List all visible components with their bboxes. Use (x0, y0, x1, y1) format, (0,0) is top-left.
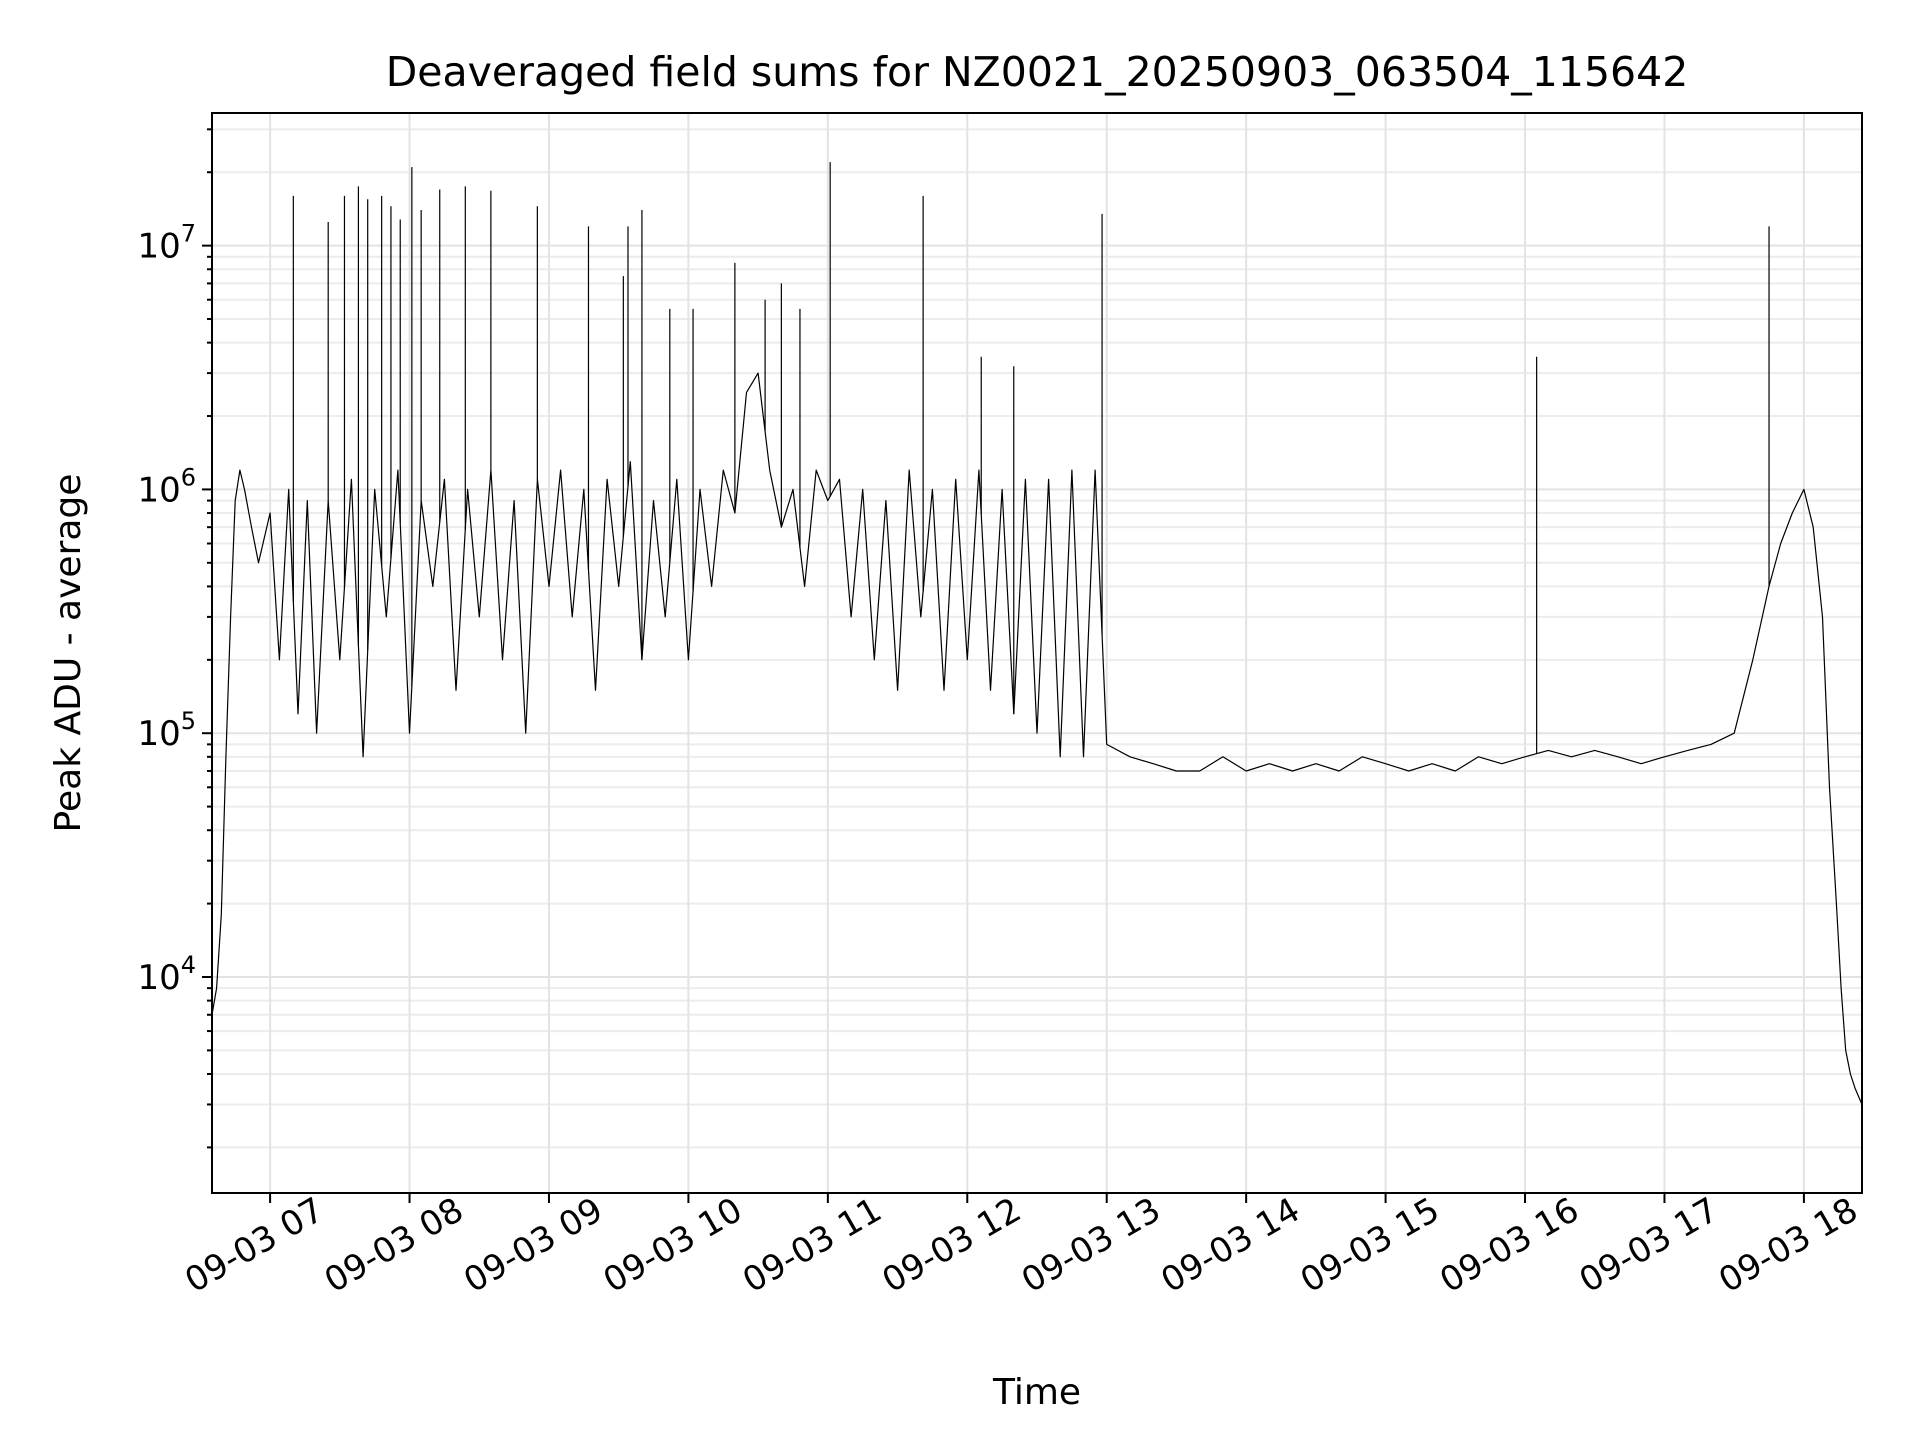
plot-frame (211, 112, 1863, 1194)
x-axis-label: Time (992, 1372, 1081, 1413)
series-layer (211, 162, 1863, 1105)
grid (212, 113, 1862, 1193)
series-line (211, 372, 1863, 1105)
chart-title: Deaveraged field sums for NZ0021_2025090… (386, 48, 1689, 96)
y-axis: 104 105 106 107 (137, 128, 212, 1149)
y-tick-label: 107 (137, 220, 196, 267)
y-tick-label: 106 (137, 463, 196, 510)
y-axis-label: Peak ADU - average (48, 474, 89, 833)
y-tick-label: 105 (137, 707, 196, 754)
y-tick-label: 104 (137, 951, 196, 998)
